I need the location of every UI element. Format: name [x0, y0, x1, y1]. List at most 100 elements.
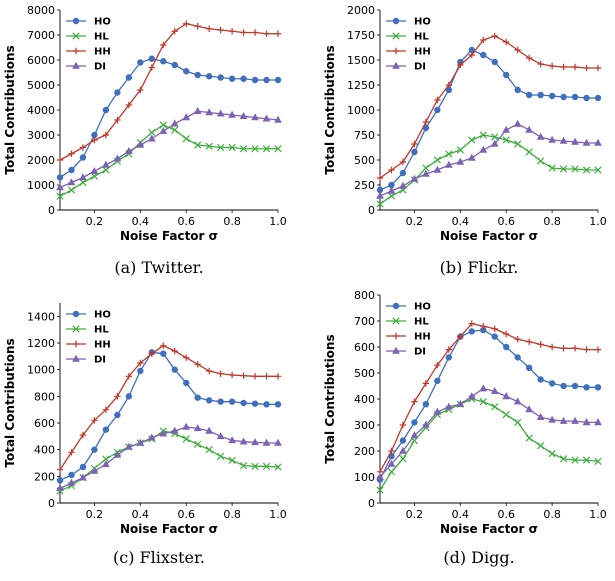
legend-marker-di	[72, 354, 80, 362]
data-point-hl	[387, 468, 396, 476]
data-point-ho	[160, 58, 167, 65]
series-di	[56, 422, 282, 492]
data-point-ho	[183, 68, 190, 75]
data-point-di	[147, 134, 156, 142]
data-point-hh	[503, 330, 510, 338]
x-tick-label: 0.4	[132, 508, 150, 521]
data-point-hl	[251, 462, 259, 470]
data-point-hl	[548, 164, 556, 172]
data-point-di	[548, 415, 556, 423]
legend-label-hl: HL	[94, 32, 109, 43]
y-tick-label: 1400	[27, 310, 55, 323]
y-tick-label: 300	[354, 419, 375, 432]
data-point-ho	[560, 93, 567, 101]
data-point-hl	[205, 142, 213, 150]
data-point-hl	[79, 178, 87, 187]
data-point-hh	[422, 118, 430, 126]
data-point-ho	[68, 166, 75, 174]
legend-label-di: DI	[414, 62, 426, 73]
data-point-hl	[217, 143, 225, 152]
legend-marker-hh	[72, 340, 80, 348]
y-tick-label: 200	[34, 470, 55, 483]
data-point-hl	[456, 146, 464, 154]
data-point-ho	[137, 367, 144, 375]
y-tick-label: 200	[354, 445, 375, 458]
data-point-ho	[491, 58, 498, 66]
series-hh	[376, 32, 602, 182]
data-point-di	[513, 397, 522, 405]
data-point-hh	[251, 373, 259, 380]
chart-caption: (c) Flixster.	[113, 548, 205, 567]
data-point-di	[136, 438, 145, 446]
data-point-hh	[114, 393, 121, 400]
data-point-hh	[79, 431, 87, 439]
x-axis-label: Noise Factor σ	[120, 522, 218, 536]
data-point-hh	[102, 406, 110, 413]
series-hl	[56, 427, 282, 495]
data-point-hl	[194, 141, 202, 149]
data-point-di	[159, 127, 168, 135]
data-point-hl	[171, 126, 179, 134]
data-point-ho	[480, 51, 487, 59]
data-point-ho	[503, 343, 510, 351]
data-point-hl	[491, 403, 499, 411]
data-point-di	[102, 460, 110, 468]
data-point-hh	[68, 449, 75, 456]
x-tick-label: 0.2	[86, 508, 104, 521]
data-point-hh	[194, 361, 201, 368]
data-point-di	[479, 384, 488, 392]
data-point-di	[490, 386, 499, 394]
data-point-ho	[594, 94, 602, 102]
data-point-di	[228, 110, 236, 118]
y-tick-label: 600	[354, 341, 375, 354]
legend: HO HL HH DI	[66, 17, 111, 73]
data-point-di	[536, 132, 545, 140]
data-point-hh	[491, 325, 498, 332]
data-point-hl	[422, 164, 430, 172]
data-point-hh	[571, 63, 579, 71]
data-point-di	[536, 412, 545, 420]
data-point-hl	[525, 148, 533, 156]
y-tick-label: 500	[354, 154, 375, 167]
data-point-hl	[90, 172, 99, 180]
y-tick-label: 800	[34, 390, 55, 403]
data-point-ho	[274, 401, 282, 408]
data-point-di	[502, 125, 511, 133]
data-point-di	[410, 174, 419, 182]
data-point-di	[479, 145, 488, 153]
data-point-hl	[274, 145, 282, 153]
data-point-ho	[228, 75, 236, 82]
y-tick-label: 7000	[27, 29, 55, 42]
data-point-hh	[56, 466, 64, 473]
legend-marker-hl	[392, 32, 400, 40]
data-point-hl	[251, 145, 259, 153]
data-point-hl	[479, 397, 487, 406]
y-tick-label: 0	[48, 497, 55, 510]
x-axis-label: Noise Factor σ	[120, 229, 218, 243]
data-point-hl	[376, 486, 384, 494]
legend-marker-hl	[392, 317, 400, 325]
data-point-hl	[148, 128, 156, 137]
data-point-hl	[514, 418, 522, 427]
data-point-hh	[240, 372, 247, 379]
data-point-di	[456, 399, 465, 407]
data-point-ho	[525, 91, 533, 99]
series-hh	[56, 342, 282, 473]
x-axis-label: Noise Factor σ	[440, 229, 538, 243]
data-point-hl	[594, 166, 602, 174]
data-point-hh	[399, 421, 407, 429]
y-tick-label: 1250	[347, 79, 375, 92]
data-point-di	[67, 178, 76, 186]
data-point-hl	[548, 449, 556, 458]
x-tick-label: 0.6	[177, 508, 195, 521]
data-point-ho	[114, 411, 121, 419]
data-point-hl	[228, 143, 236, 152]
data-point-hl	[228, 456, 236, 464]
data-point-ho	[217, 398, 224, 405]
data-point-di	[444, 402, 453, 410]
data-point-hh	[411, 140, 418, 148]
y-tick-label: 5000	[27, 79, 55, 92]
legend-marker-hh	[72, 47, 80, 55]
series-ho	[56, 349, 282, 484]
data-point-hh	[537, 60, 544, 68]
